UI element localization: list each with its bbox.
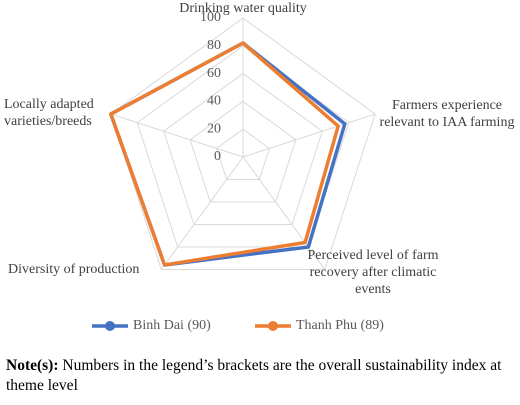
spoke [110,113,244,158]
note-label: Note(s): [6,357,59,374]
r-tick-label: 0 [214,149,221,164]
grid-line [110,17,376,270]
category-label: Drinking water quality [179,1,307,16]
spoke [242,156,326,270]
category-label: Perceived level of farm recovery after c… [307,248,439,297]
legend-marker [105,321,115,331]
grid-line [163,72,323,225]
r-tick-label: 20 [207,121,221,136]
legend-label: Thanh Phu (89) [296,318,384,333]
category-label: Locally adapted varieties/breeds [4,97,94,129]
r-tick-label: 60 [207,66,221,81]
grid-line [136,45,350,248]
note-text: Numbers in the legend’s brackets are the… [6,357,502,394]
grid-line [189,100,297,203]
r-tick-label: 100 [200,10,221,25]
r-tick-label: 80 [207,38,221,53]
category-label: Farmers experience relevant to IAA farmi… [379,98,515,130]
legend-marker [268,321,278,331]
r-tick-label: 40 [207,94,221,109]
spoke [160,156,244,270]
category-label: Diversity of production [8,262,140,277]
series-line [109,41,340,267]
spoke [242,113,376,158]
grid-line [215,128,271,180]
legend-label: Binh Dai (90) [133,318,211,333]
note: Note(s): Numbers in the legend’s bracket… [6,356,516,396]
